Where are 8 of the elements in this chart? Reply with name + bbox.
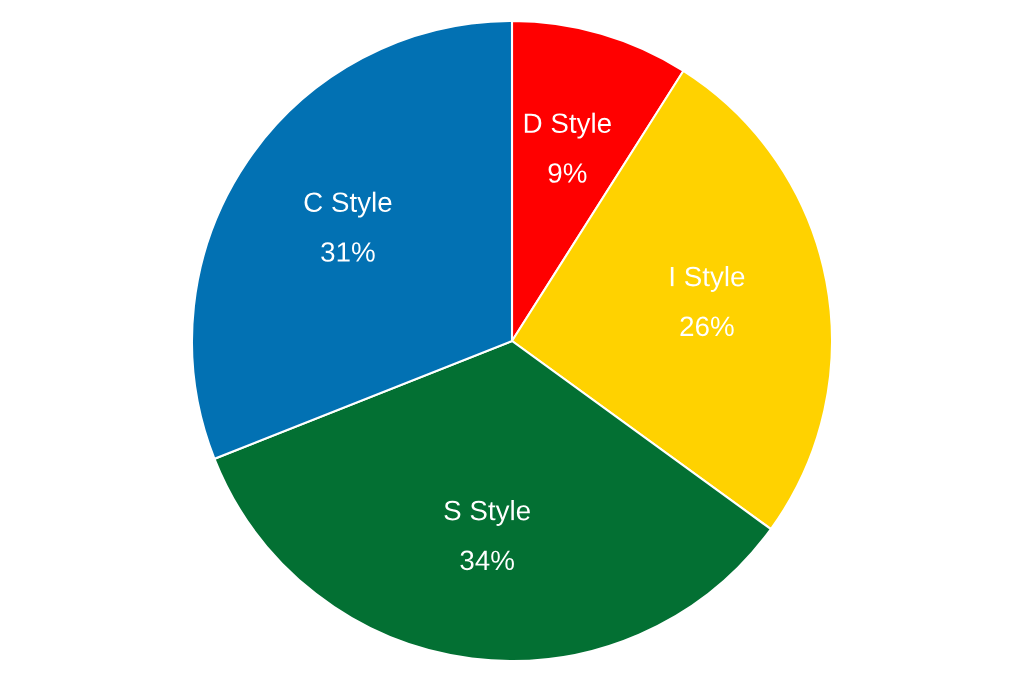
data-label: 26%	[680, 316, 734, 337]
slice-label: I Style	[670, 265, 745, 292]
data-label: 34%	[460, 550, 514, 571]
slice-label: C Style	[304, 191, 392, 218]
data-label: 31%	[321, 242, 375, 262]
slice-label: D Style	[524, 112, 611, 139]
slice-label: S Style	[444, 500, 530, 526]
data-label: 9%	[548, 163, 587, 183]
